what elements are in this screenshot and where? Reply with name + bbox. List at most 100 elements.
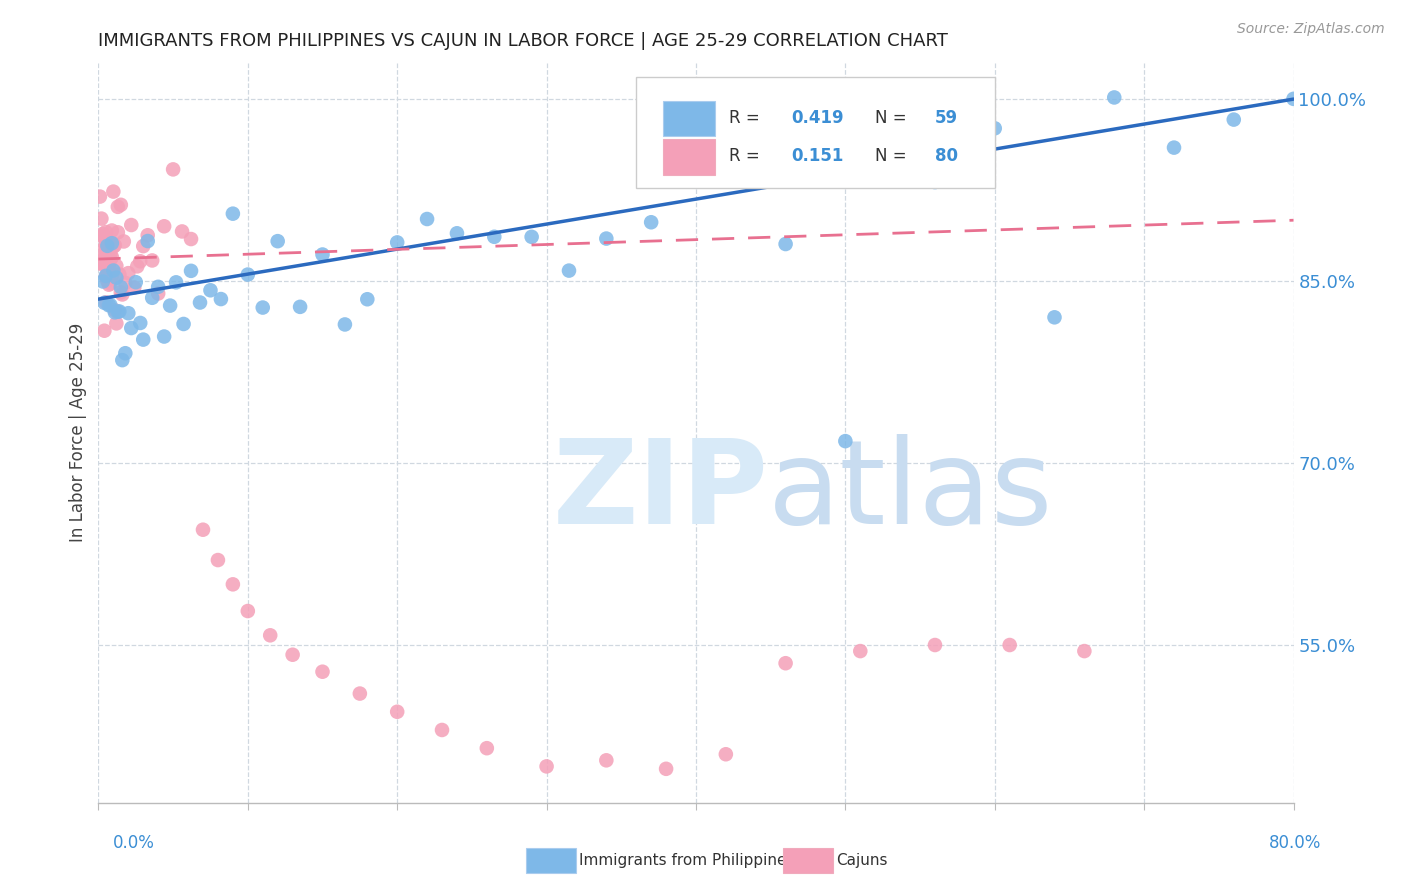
Point (120, 218, 142, 232)
Point (93, 295, 115, 310)
Point (125, 275, 148, 289)
Point (96, 244, 118, 258)
Point (91, 254, 114, 268)
Point (188, 295, 211, 310)
Point (96, 274, 118, 288)
Text: ZIP: ZIP (553, 434, 769, 549)
Point (236, 268, 259, 282)
Point (104, 238, 127, 252)
Point (132, 333, 155, 347)
Point (97, 263, 120, 277)
Point (191, 523, 214, 537)
Point (879, 172, 901, 186)
Point (1043, 310, 1066, 325)
Point (97, 298, 120, 312)
Point (385, 235, 409, 250)
Point (1223, 112, 1246, 127)
Point (349, 687, 371, 701)
Point (924, 175, 946, 189)
Point (655, 762, 678, 776)
Point (94, 269, 117, 284)
Point (89, 189, 111, 203)
Point (101, 223, 124, 237)
Point (103, 263, 125, 277)
Point (984, 121, 1007, 136)
Point (222, 577, 245, 591)
Point (107, 225, 129, 239)
Text: Cajuns: Cajuns (835, 853, 887, 868)
Point (416, 212, 439, 227)
Text: 80: 80 (935, 147, 957, 165)
Point (97, 277, 120, 292)
Text: 80.0%: 80.0% (1270, 834, 1322, 852)
FancyBboxPatch shape (662, 101, 716, 136)
Point (849, 644, 872, 658)
FancyBboxPatch shape (526, 848, 576, 873)
Point (136, 234, 159, 248)
Text: R =: R = (730, 109, 765, 127)
Point (103, 236, 125, 251)
Point (595, 231, 617, 245)
Point (98, 253, 122, 268)
Point (640, 215, 662, 229)
Point (104, 303, 127, 318)
Point (89, 256, 111, 270)
Point (90, 211, 112, 226)
Point (94, 295, 117, 310)
Point (108, 268, 131, 282)
Point (520, 230, 543, 244)
Point (108, 304, 131, 318)
Point (333, 318, 356, 332)
Text: 0.419: 0.419 (792, 109, 844, 127)
Point (484, 229, 506, 244)
Point (1073, 644, 1095, 658)
Point (96, 239, 118, 253)
Point (101, 250, 124, 264)
Point (94, 238, 117, 252)
Point (97, 266, 120, 280)
Point (207, 553, 229, 567)
Point (105, 259, 128, 273)
Point (714, 747, 737, 762)
Text: 0.151: 0.151 (792, 147, 844, 165)
Point (117, 306, 139, 320)
Point (91, 227, 114, 241)
Point (222, 207, 245, 221)
Point (111, 353, 134, 368)
Point (127, 260, 149, 274)
Point (120, 321, 142, 335)
Point (103, 185, 125, 199)
Point (153, 219, 176, 234)
Point (288, 300, 311, 314)
Point (1163, 140, 1185, 154)
Point (153, 329, 176, 343)
Point (93, 324, 115, 338)
Point (148, 280, 170, 294)
Text: Immigrants from Philippines: Immigrants from Philippines (579, 853, 794, 868)
Point (236, 604, 259, 618)
Text: Source: ZipAtlas.com: Source: ZipAtlas.com (1237, 22, 1385, 37)
Point (924, 638, 946, 652)
Point (446, 227, 468, 241)
Point (385, 705, 409, 719)
Point (110, 198, 132, 212)
Point (132, 239, 155, 253)
Text: 0.0%: 0.0% (112, 834, 155, 852)
Point (94, 268, 117, 283)
Point (685, 156, 707, 170)
Point (200, 283, 222, 297)
Point (90, 244, 112, 258)
Point (281, 648, 304, 662)
Point (730, 173, 752, 187)
Point (98, 277, 122, 291)
Point (998, 638, 1021, 652)
Text: N =: N = (876, 147, 912, 165)
Text: N =: N = (876, 109, 912, 127)
Point (107, 200, 129, 214)
Point (91, 275, 114, 289)
Point (96, 234, 118, 248)
FancyBboxPatch shape (637, 78, 995, 188)
Point (180, 264, 202, 278)
Point (252, 301, 274, 315)
Point (259, 628, 281, 642)
